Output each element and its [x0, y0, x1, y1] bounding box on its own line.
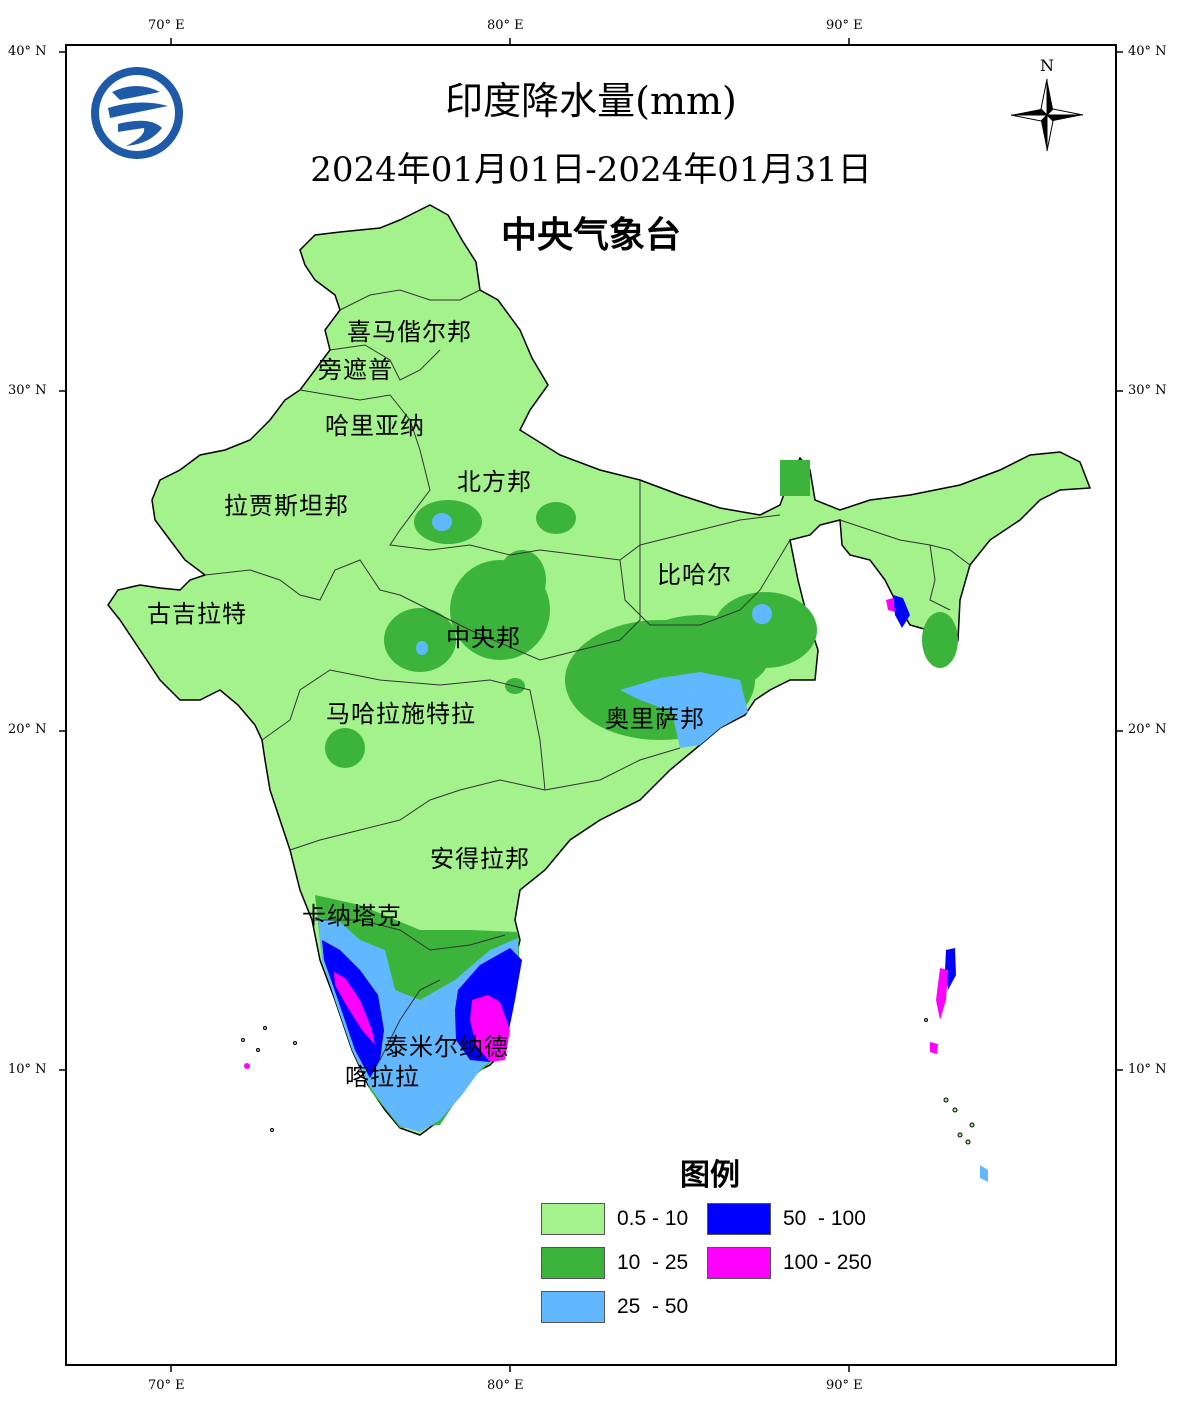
legend-label: 10 - 25 — [617, 1251, 689, 1274]
legend-item-50-100: 50 - 100 — [707, 1203, 866, 1235]
left-axis-label-20n: 20° N — [8, 722, 47, 737]
bottom-axis-label-80e: 80° E — [487, 1378, 524, 1393]
cma-logo-icon — [91, 67, 183, 159]
region-label-tamil-nadu: 泰米尔纳德 — [384, 1033, 509, 1061]
legend-item-0-5-10: 0.5 - 10 — [541, 1203, 688, 1235]
top-axis-label-80e: 80° E — [487, 18, 524, 33]
north-label: N — [1040, 56, 1054, 75]
legend-swatch — [707, 1247, 771, 1279]
region-label-himachal: 喜马偕尔邦 — [347, 318, 472, 346]
right-axis-label-40n: 40° N — [1128, 44, 1167, 59]
legend-item-25-50: 25 - 50 — [541, 1291, 688, 1323]
legend-item-10-25: 10 - 25 — [541, 1247, 688, 1279]
top-axis-label-70e: 70° E — [148, 18, 185, 33]
legend-swatch — [541, 1291, 605, 1323]
map-date-range: 2024年01月01日-2024年01月31日 — [310, 150, 872, 190]
legend-swatch — [541, 1203, 605, 1235]
legend-swatch — [541, 1247, 605, 1279]
legend-label: 0.5 - 10 — [617, 1207, 689, 1230]
region-label-gujarat: 古吉拉特 — [147, 600, 247, 628]
region-label-maharashtra: 马哈拉施特拉 — [326, 700, 476, 728]
region-label-karnataka: 卡纳塔克 — [302, 902, 402, 930]
legend-label: 25 - 50 — [617, 1295, 689, 1318]
state-borders — [204, 289, 971, 1061]
legend-swatch — [707, 1203, 771, 1235]
region-label-andhra-pradesh: 安得拉邦 — [430, 845, 530, 873]
bottom-axis-label-70e: 70° E — [148, 1378, 185, 1393]
right-axis-label-20n: 20° N — [1128, 722, 1167, 737]
compass-rose-icon — [1010, 78, 1084, 152]
map-source: 中央气象台 — [500, 215, 681, 256]
right-axis-label-10n: 10° N — [1128, 1062, 1167, 1077]
region-label-haryana: 哈里亚纳 — [325, 412, 425, 440]
region-label-bihar: 比哈尔 — [657, 561, 732, 589]
rain-zone-100-250 — [244, 598, 948, 1069]
region-label-odisha: 奥里萨邦 — [605, 705, 705, 733]
islands — [241, 1018, 975, 1145]
axis-ticks — [59, 38, 1123, 1372]
legend-title: 图例 — [680, 1158, 740, 1193]
left-axis-label-30n: 30° N — [8, 383, 47, 398]
rain-zone-25-50 — [318, 513, 988, 1182]
right-axis-label-30n: 30° N — [1128, 383, 1167, 398]
top-axis-label-90e: 90° E — [826, 18, 863, 33]
left-axis-label-10n: 10° N — [8, 1062, 47, 1077]
region-label-madhya-pradesh: 中央邦 — [446, 624, 521, 652]
left-axis-label-40n: 40° N — [8, 44, 47, 59]
legend-label: 50 - 100 — [783, 1207, 866, 1230]
region-label-rajasthan: 拉贾斯坦邦 — [224, 492, 349, 520]
region-label-punjab: 旁遮普 — [318, 356, 393, 384]
legend-item-100-250: 100 - 250 — [707, 1247, 872, 1279]
map-title: 印度降水量(mm) — [445, 79, 737, 123]
legend-label: 100 - 250 — [783, 1251, 872, 1274]
region-label-kerala: 喀拉拉 — [345, 1063, 420, 1091]
region-label-uttar-pradesh: 北方邦 — [457, 468, 532, 496]
bottom-axis-label-90e: 90° E — [826, 1378, 863, 1393]
